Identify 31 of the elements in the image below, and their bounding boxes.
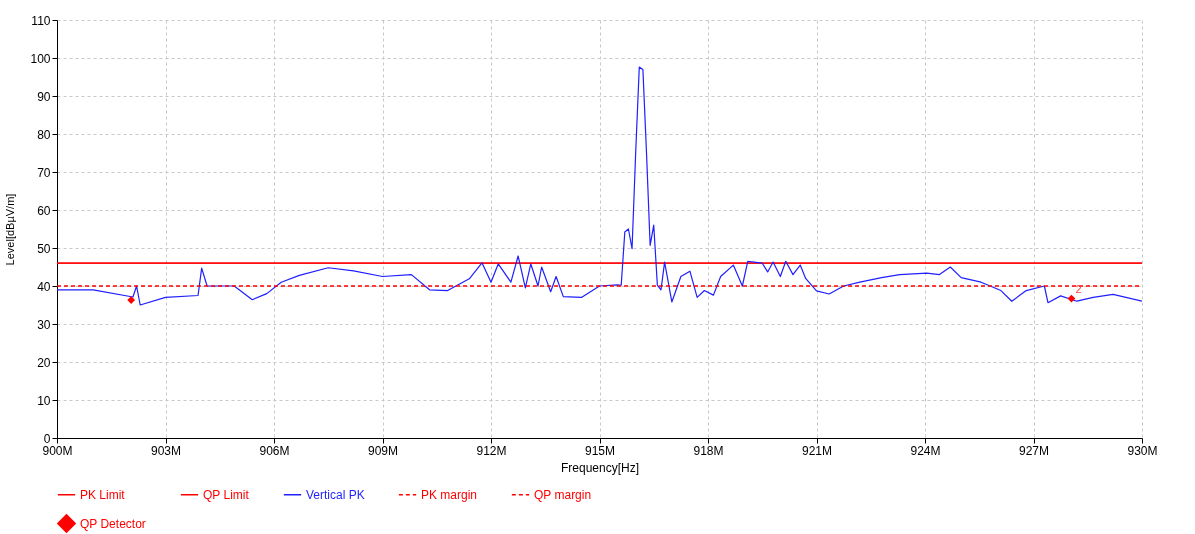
x-tick-label: 903M bbox=[150, 443, 182, 458]
x-tick-label: 918M bbox=[693, 443, 724, 458]
x-tick-label: 906M bbox=[259, 443, 290, 458]
y-tick-label: 10 bbox=[37, 393, 51, 408]
y-tick-label: 30 bbox=[37, 317, 51, 332]
legend-label: QP Limit bbox=[203, 487, 250, 502]
legend-label: Vertical PK bbox=[306, 487, 365, 502]
y-tick-label: 90 bbox=[37, 89, 51, 104]
x-tick-label: 912M bbox=[476, 443, 507, 458]
y-axis-title: Level[dBµV/m] bbox=[4, 193, 17, 266]
x-tick-label: 930M bbox=[1127, 443, 1158, 458]
y-tick-label: 80 bbox=[37, 127, 51, 142]
x-axis-title: Frequency[Hz] bbox=[560, 460, 640, 475]
y-tick-label: 60 bbox=[37, 203, 51, 218]
x-tick-label: 921M bbox=[801, 443, 833, 458]
y-tick-label: 110 bbox=[31, 13, 51, 28]
legend-label: QP Detector bbox=[80, 516, 146, 531]
y-tick-label: 50 bbox=[37, 241, 51, 256]
x-tick-label: 900M bbox=[42, 443, 73, 458]
y-tick-label: 70 bbox=[37, 165, 51, 180]
x-tick-label: 927M bbox=[1018, 443, 1050, 458]
y-tick-label: 100 bbox=[30, 51, 51, 66]
legend-label: QP margin bbox=[534, 487, 592, 502]
x-tick-label: 924M bbox=[910, 443, 941, 458]
legend-label: PK margin bbox=[421, 487, 478, 502]
y-tick-label: 0 bbox=[43, 431, 51, 446]
legend-label: PK Limit bbox=[80, 487, 126, 502]
x-tick-label: 909M bbox=[367, 443, 399, 458]
y-tick-label: 40 bbox=[37, 279, 51, 294]
y-tick-label: 20 bbox=[37, 355, 51, 370]
x-tick-label: 915M bbox=[584, 443, 616, 458]
